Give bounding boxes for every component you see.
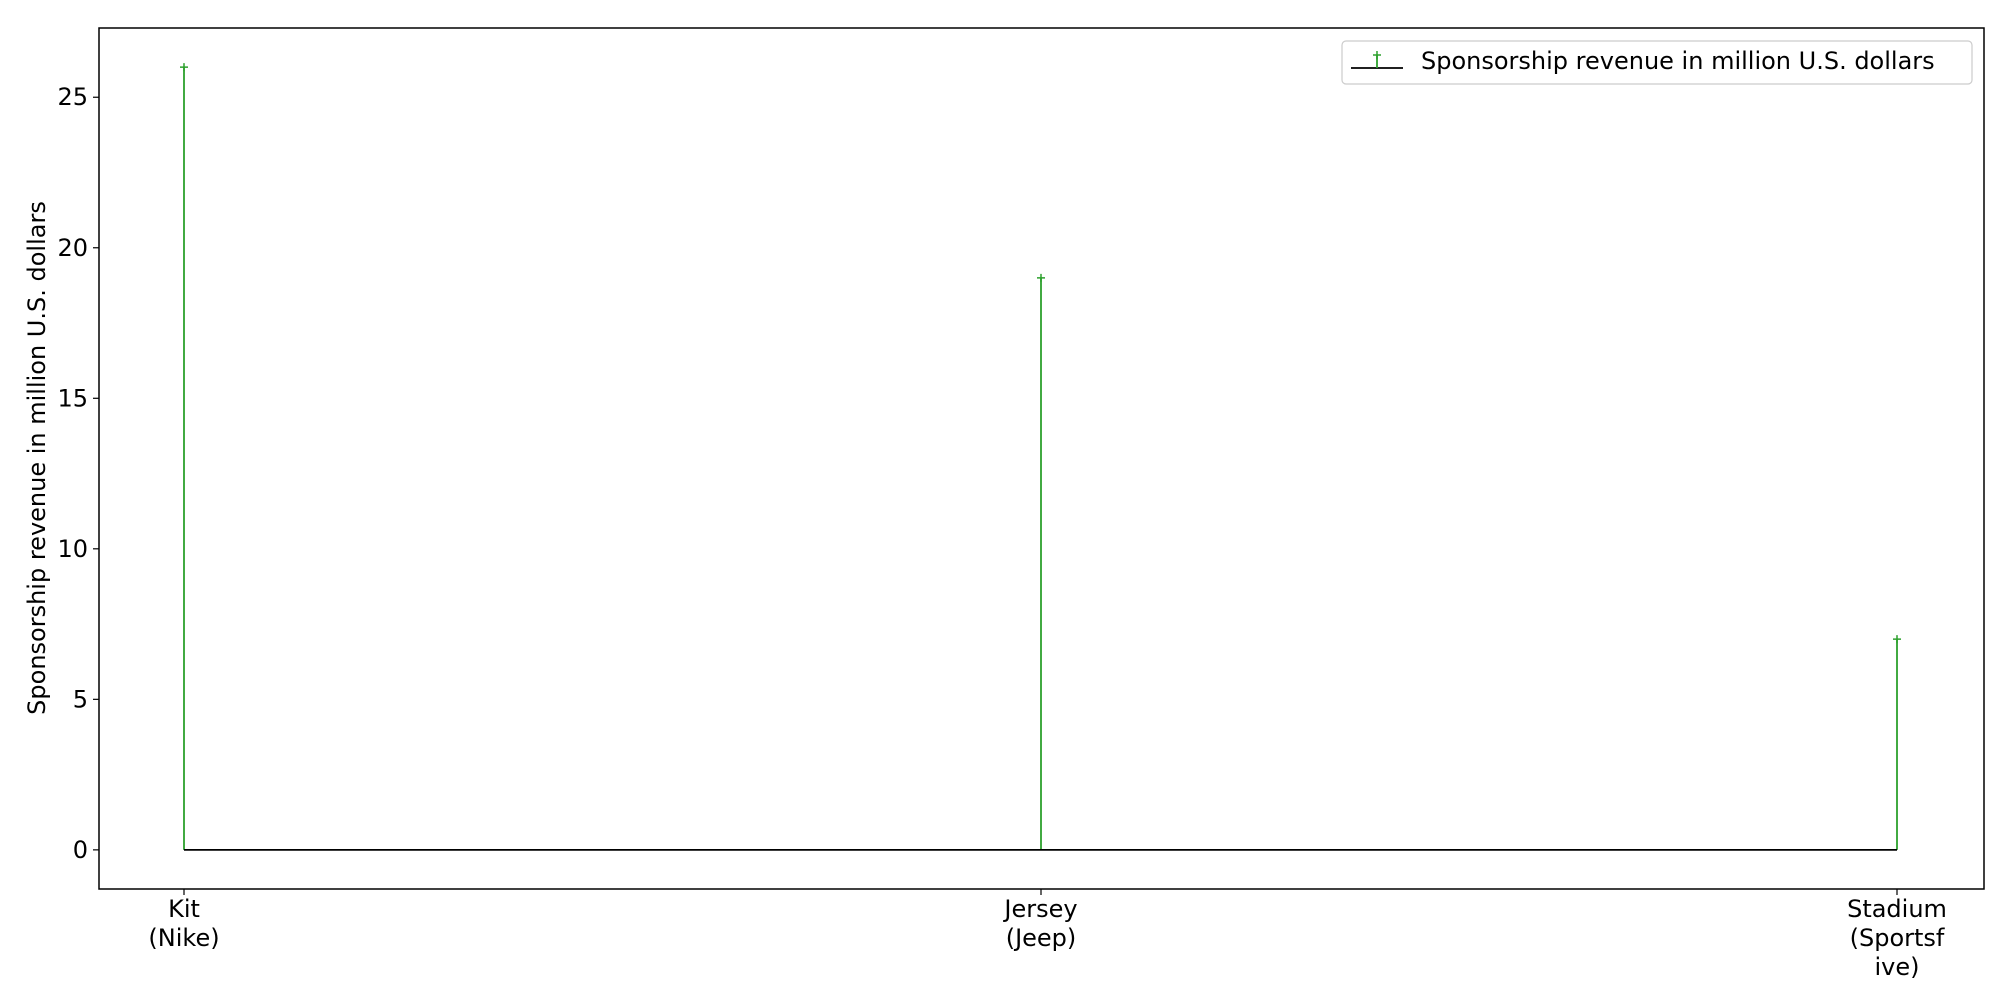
y-tick-label: 25: [57, 83, 88, 111]
x-tick-label: Stadium (Sportsf ive): [1847, 895, 1947, 981]
stem-marker: [180, 63, 188, 72]
legend-box: [1341, 40, 1973, 85]
marks-layer: [180, 63, 1901, 851]
stem-marker: [1037, 273, 1045, 282]
y-tick-label: 0: [73, 836, 88, 864]
x-tick-label: Kit (Nike): [148, 895, 219, 952]
legend-label: Sponsorship revenue in million U.S. doll…: [1421, 47, 1935, 75]
y-tick-label: 10: [57, 535, 88, 563]
x-axis: Kit (Nike) Jersey (Jeep) Stadium (Sportsf ive): [148, 889, 1947, 981]
stem-marker: [1893, 635, 1901, 644]
y-axis: 0 5 10 15 20 25: [57, 83, 99, 864]
y-axis-label: Sponsorship revenue in million U.S. doll…: [23, 201, 51, 715]
y-tick-label: 15: [57, 384, 88, 412]
legend: Sponsorship revenue in million U.S. doll…: [1341, 40, 1973, 85]
y-tick-label: 20: [57, 234, 88, 262]
y-tick-label: 5: [73, 685, 88, 713]
x-tick-label: Jersey (Jeep): [1002, 895, 1077, 952]
